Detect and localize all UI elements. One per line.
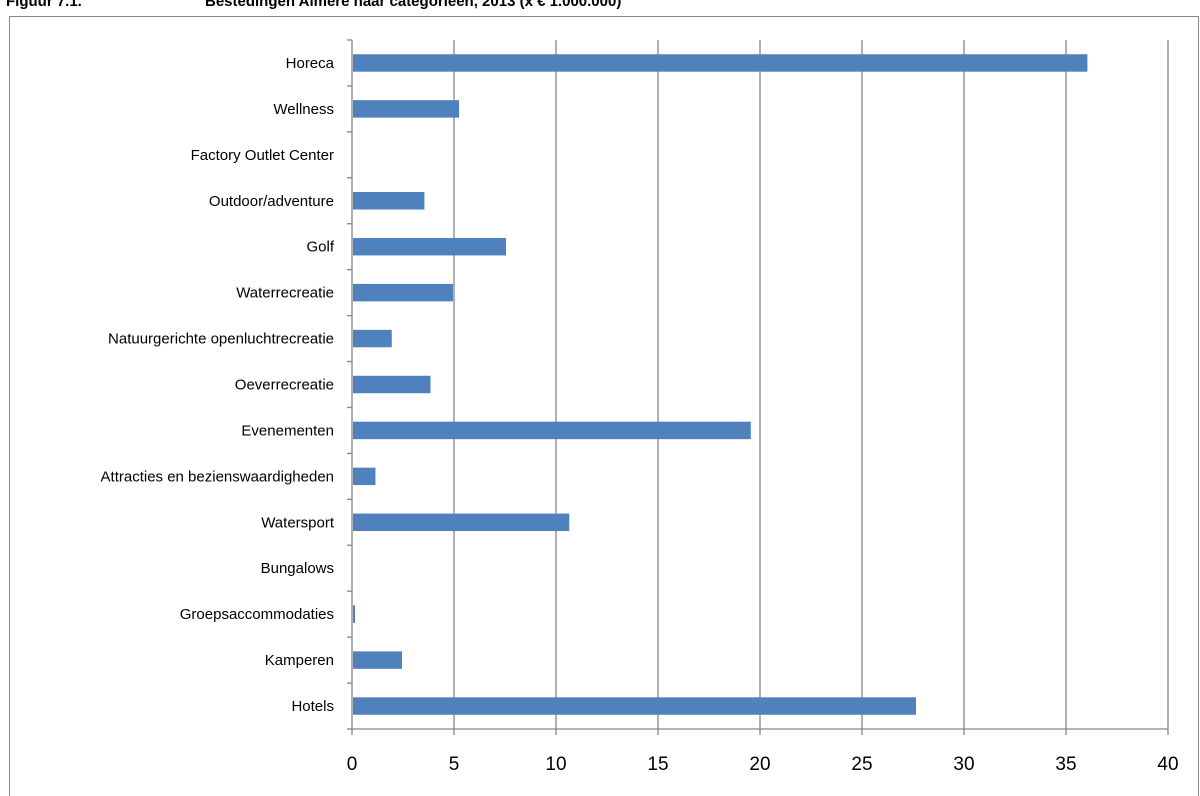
- chart-frame: [9, 16, 1199, 796]
- category-label: Hotels: [291, 698, 334, 715]
- x-tick-label: 25: [851, 754, 872, 775]
- bar: [353, 237, 506, 256]
- bar: [353, 283, 453, 302]
- tick-labels: 0 5 10 15 20 25 30 35 40: [347, 754, 1179, 775]
- category-label: Golf: [306, 239, 334, 256]
- x-tick-label: 30: [953, 754, 974, 775]
- category-label: Factory Outlet Center: [191, 147, 334, 164]
- bar: [353, 467, 376, 486]
- bar: [353, 329, 392, 348]
- bar: [353, 100, 460, 118]
- category-label: Groepsaccommodaties: [180, 606, 334, 623]
- bar: [353, 651, 402, 669]
- gridlines: [453, 40, 1169, 729]
- bar: [353, 192, 425, 210]
- category-label: Oeverrecreatie: [235, 377, 334, 394]
- category-label: Attracties en bezienswaardigheden: [101, 468, 334, 485]
- category-label: Wellness: [273, 101, 334, 118]
- axes: [347, 39, 1169, 735]
- bar: [353, 375, 431, 394]
- x-tick-label: 40: [1157, 754, 1178, 775]
- category-label: Outdoor/adventure: [209, 193, 334, 210]
- category-label: Natuurgerichte openluchtrecreatie: [108, 331, 334, 348]
- category-label: Evenementen: [241, 422, 334, 439]
- x-tick-label: 35: [1055, 754, 1076, 775]
- figure-label: Figuur 7.1.: [6, 0, 82, 10]
- bar: [353, 697, 917, 715]
- bars: [353, 54, 1088, 715]
- x-tick-label: 10: [545, 754, 566, 775]
- x-tick-label: 5: [449, 754, 460, 775]
- category-label: Bungalows: [261, 560, 334, 577]
- bar: [353, 54, 1088, 72]
- category-label: Watersport: [261, 514, 335, 531]
- category-label: Horeca: [286, 55, 335, 72]
- category-label: Kamperen: [265, 652, 334, 669]
- x-tick-label: 15: [647, 754, 668, 775]
- category-label: Waterrecreatie: [236, 285, 334, 302]
- bar: [353, 513, 570, 532]
- x-tick-label: 0: [347, 754, 358, 775]
- figure-title: Bestedingen Almere naar categorieën, 201…: [205, 0, 622, 10]
- figure-header: Figuur 7.1. Bestedingen Almere naar cate…: [0, 0, 1200, 16]
- bar: [353, 605, 356, 623]
- x-tick-label: 20: [749, 754, 770, 775]
- category-labels: Horeca Wellness Factory Outlet Center Outdo…: [101, 55, 335, 715]
- bar: [353, 421, 751, 440]
